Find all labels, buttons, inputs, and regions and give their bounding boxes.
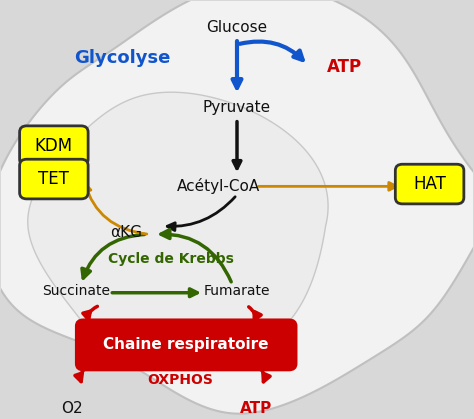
Text: Glycolyse: Glycolyse — [74, 49, 171, 67]
FancyBboxPatch shape — [395, 164, 464, 204]
FancyBboxPatch shape — [19, 126, 88, 166]
Text: αKG: αKG — [110, 225, 143, 240]
Text: Fumarate: Fumarate — [204, 284, 270, 297]
Text: Succinate: Succinate — [42, 284, 110, 297]
Text: O2: O2 — [61, 401, 82, 416]
Text: Cycle de Krebbs: Cycle de Krebbs — [108, 252, 234, 266]
Text: TET: TET — [38, 170, 69, 188]
Text: Chaine respiratoire: Chaine respiratoire — [103, 337, 269, 352]
Text: Acétyl-CoA: Acétyl-CoA — [176, 178, 260, 194]
Text: Pyruvate: Pyruvate — [203, 100, 271, 114]
FancyBboxPatch shape — [76, 320, 296, 370]
Text: OXPHOS: OXPHOS — [147, 372, 213, 386]
Text: Glucose: Glucose — [207, 20, 267, 35]
Text: ATP: ATP — [240, 401, 272, 416]
Text: ATP: ATP — [327, 58, 362, 76]
Polygon shape — [28, 92, 328, 369]
Text: KDM: KDM — [35, 137, 73, 155]
Text: HAT: HAT — [413, 175, 446, 193]
FancyBboxPatch shape — [19, 159, 88, 199]
